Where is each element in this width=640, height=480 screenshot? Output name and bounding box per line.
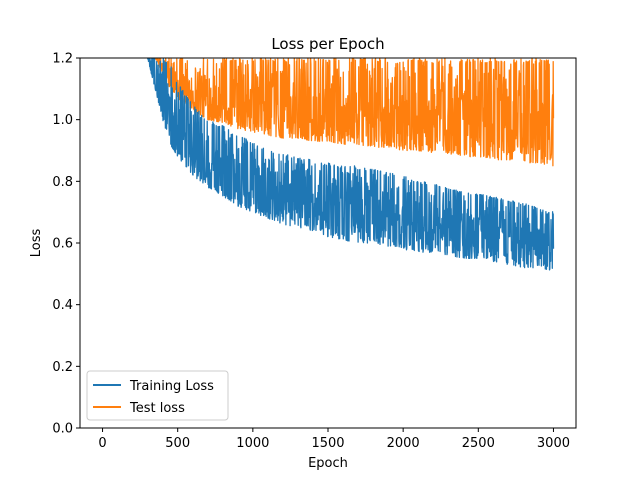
y-axis-label: Loss: [29, 229, 44, 258]
y-tick-label: 1.2: [52, 52, 73, 67]
legend-label-training-loss: Training Loss: [129, 379, 214, 394]
x-tick-label: 1500: [311, 436, 344, 451]
y-tick-label: 0.6: [52, 237, 73, 252]
y-tick-label: 0.2: [52, 360, 73, 375]
series-line-training-loss: [146, 58, 555, 271]
x-axis: 0 500 1000 1500 2000 2500 3000: [98, 428, 570, 451]
x-tick-label: 500: [165, 436, 190, 451]
x-tick-label: 0: [98, 436, 106, 451]
legend-label-test-loss: Test loss: [129, 401, 185, 416]
y-tick-label: 1.0: [52, 113, 73, 128]
series-line-test-loss: [154, 58, 555, 167]
x-tick-label: 1000: [236, 436, 269, 451]
x-axis-label: Epoch: [308, 456, 348, 471]
x-tick-label: 2500: [462, 436, 495, 451]
legend: Training Loss Test loss: [86, 370, 229, 421]
x-tick-label: 3000: [537, 436, 570, 451]
legend-box: [86, 370, 229, 421]
y-tick-label: 0.8: [52, 175, 73, 190]
x-tick-label: 2000: [387, 436, 420, 451]
chart-title: Loss per Epoch: [271, 35, 384, 53]
y-axis: 0.0 0.2 0.4 0.6 0.8 1.0 1.2: [52, 52, 80, 437]
y-tick-label: 0.4: [52, 298, 73, 313]
y-tick-label: 0.0: [52, 422, 73, 437]
series-layer: [146, 58, 555, 271]
